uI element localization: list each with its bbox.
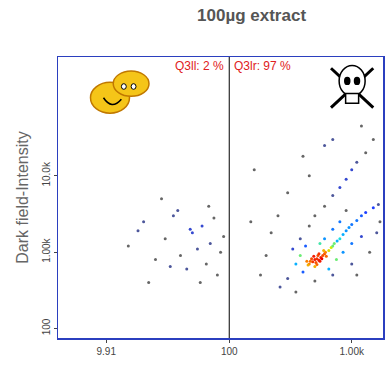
svg-text:10.0k: 10.0k [41,161,52,186]
svg-text:100µg extract: 100µg extract [197,6,306,25]
svg-text:1.00k: 1.00k [41,237,52,262]
svg-text:Dark field-Intensity: Dark field-Intensity [14,131,31,264]
svg-text:1.00k: 1.00k [339,346,364,357]
svg-text:9.91: 9.91 [97,346,117,357]
svg-text:100: 100 [41,318,52,335]
svg-text:Q3ll: 2 %: Q3ll: 2 % [175,59,224,73]
svg-text:Q3lr: 97 %: Q3lr: 97 % [234,59,291,73]
svg-text:100: 100 [221,346,238,357]
